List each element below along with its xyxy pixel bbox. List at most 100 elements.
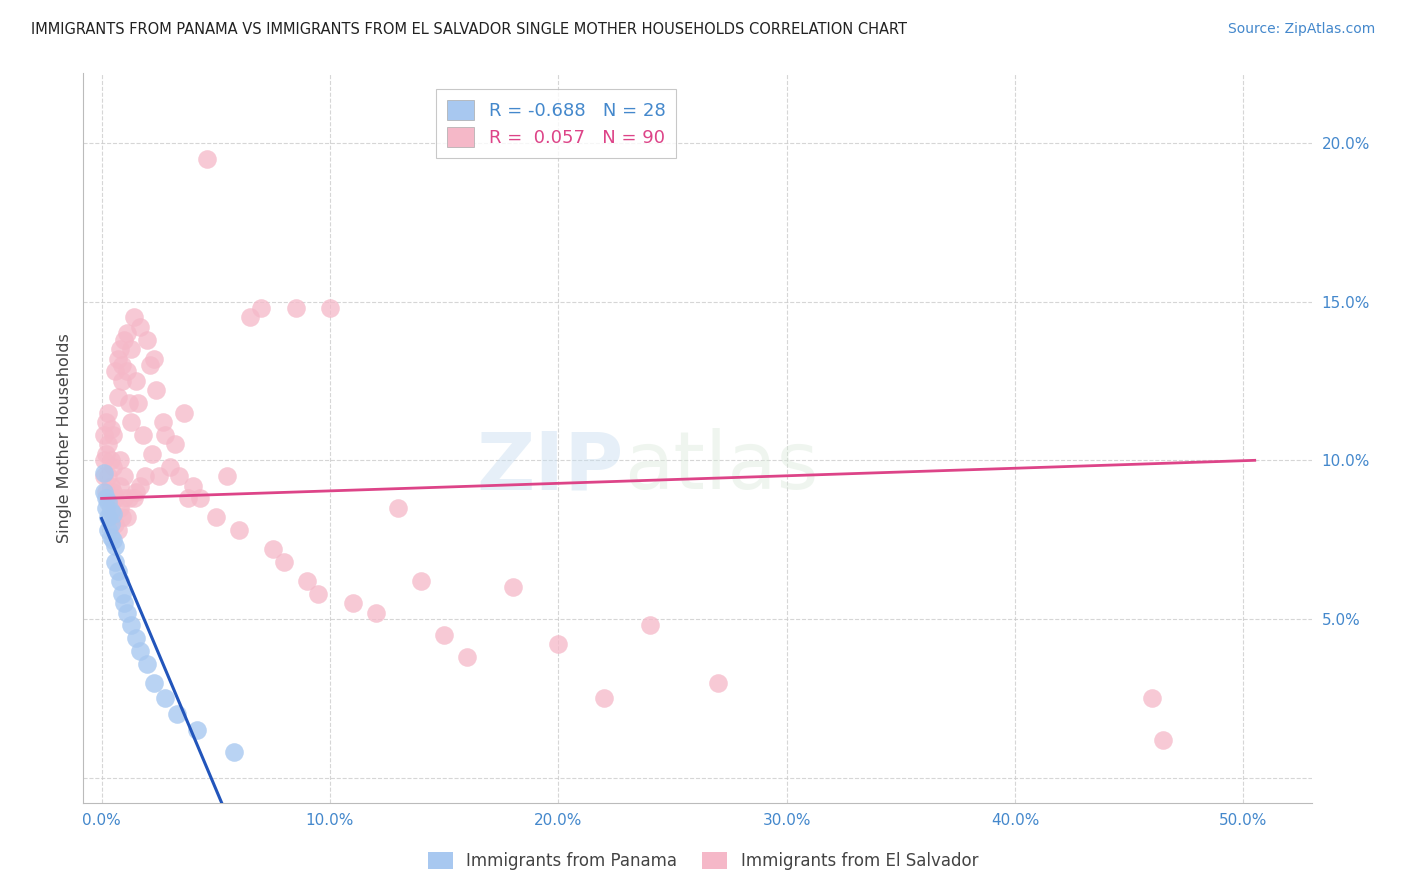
Point [97,491,120,506]
Point [111,358,134,372]
Point [108,574,131,588]
Point [593,691,616,706]
Point [456,650,478,665]
Point [1140,691,1163,706]
Point [308,587,330,601]
Point [108,500,131,515]
Point [100,500,122,515]
Text: Source: ZipAtlas.com: Source: ZipAtlas.com [1227,22,1375,37]
Point [217,469,239,483]
Point [97,437,120,451]
Point [143,675,166,690]
Point [104,516,127,531]
Point [94,491,117,506]
Point [101,508,124,522]
Point [127,396,149,410]
Point [107,390,129,404]
Point [101,533,124,547]
Point [319,301,342,315]
Point [112,596,135,610]
Point [101,485,124,500]
Point [125,631,148,645]
Point [239,310,262,325]
Point [112,333,135,347]
Text: ZIP: ZIP [477,428,624,507]
Point [222,746,245,760]
Point [155,691,177,706]
Point [411,574,433,588]
Point [112,491,135,506]
Point [141,447,163,461]
Point [122,491,145,506]
Point [101,459,124,474]
Point [115,606,138,620]
Point [94,500,117,515]
Point [107,351,129,366]
Point [129,479,152,493]
Point [159,459,181,474]
Point [100,479,122,493]
Point [112,469,135,483]
Point [101,428,124,442]
Point [97,523,120,537]
Point [364,606,387,620]
Point [125,485,148,500]
Point [250,301,273,315]
Point [638,618,661,632]
Point [100,504,122,518]
Point [342,596,364,610]
Point [228,523,250,537]
Point [104,539,127,553]
Point [163,437,186,451]
Point [111,374,134,388]
Point [186,723,208,738]
Point [107,565,129,579]
Point [93,428,115,442]
Point [138,358,160,372]
Legend: Immigrants from Panama, Immigrants from El Salvador: Immigrants from Panama, Immigrants from … [422,845,984,877]
Point [502,580,524,594]
Point [195,152,218,166]
Point [155,428,177,442]
Point [120,415,142,429]
Point [433,628,456,642]
Point [152,415,174,429]
Point [131,428,153,442]
Point [94,415,117,429]
Point [295,574,318,588]
Point [145,384,167,398]
Point [107,523,129,537]
Point [115,326,138,341]
Point [284,301,307,315]
Point [177,491,200,506]
Point [97,494,120,508]
Point [173,406,195,420]
Point [97,510,120,524]
Point [104,364,127,378]
Point [120,618,142,632]
Point [120,342,142,356]
Point [104,491,127,506]
Point [100,453,122,467]
Point [108,342,131,356]
Point [188,491,211,506]
Point [143,351,166,366]
Point [118,491,141,506]
Point [134,469,156,483]
Point [104,555,127,569]
Point [707,675,730,690]
Point [93,469,115,483]
Point [101,508,124,522]
Legend: R = -0.688   N = 28, R =  0.057   N = 90: R = -0.688 N = 28, R = 0.057 N = 90 [436,89,676,158]
Point [108,453,131,467]
Point [1152,732,1174,747]
Point [387,500,409,515]
Point [167,469,190,483]
Point [93,453,115,467]
Point [111,510,134,524]
Y-axis label: Single Mother Households: Single Mother Households [58,334,72,543]
Point [129,644,152,658]
Point [111,587,134,601]
Point [100,421,122,435]
Point [93,485,115,500]
